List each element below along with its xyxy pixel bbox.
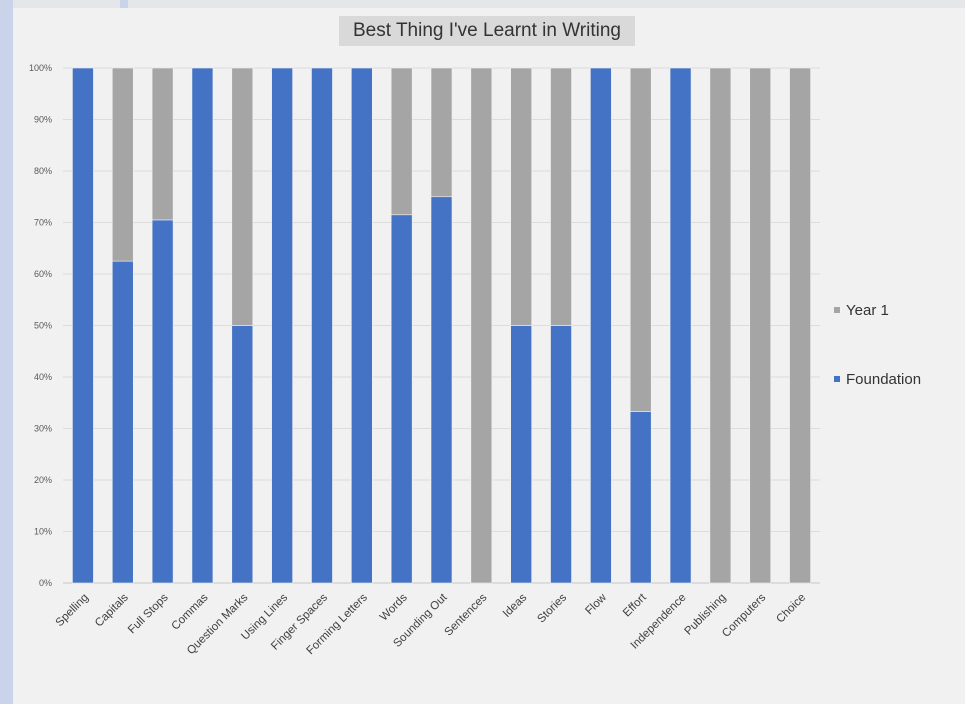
bar-segment-foundation [390,214,413,584]
y-tick-label: 0% [39,578,52,588]
window-top-edge [13,0,965,8]
bar-segment-foundation [231,325,254,584]
legend-label-year-1: Year 1 [846,301,889,319]
legend-item-foundation[interactable]: Foundation [834,369,921,389]
bar-segment-year-1 [510,67,532,326]
legend-swatch-year-1 [834,307,840,313]
bar-segment-foundation [311,67,333,584]
bar-segment-year-1 [749,67,772,584]
bar-segment-foundation [629,411,652,584]
bar-segment-year-1 [550,67,572,326]
y-tick-label: 20% [34,475,52,485]
y-tick-label: 70% [34,218,52,228]
x-tick-label: Capitals [93,591,131,629]
x-tick-label: Sentences [443,591,490,638]
bar-segment-year-1 [470,67,493,584]
x-tick-label: Effort [621,591,649,619]
bar-segment-year-1 [789,67,811,584]
y-tick-label: 90% [34,115,52,125]
bar-segment-foundation [111,260,134,584]
x-tick-label: Commas [170,591,211,632]
x-tick-label: Stories [535,591,569,625]
bar-segment-foundation [271,67,293,584]
bar-segment-foundation [72,67,94,584]
bar-segment-year-1 [430,67,453,198]
legend-item-year-1[interactable]: Year 1 [834,300,889,320]
y-tick-label: 100% [29,63,52,73]
x-tick-label: Spelling [54,592,91,629]
bar-segment-foundation [510,325,532,584]
bar-segment-foundation [151,219,174,584]
bar-segment-foundation [351,67,373,584]
bar-segment-year-1 [709,67,732,584]
bar-segment-foundation [590,67,612,584]
x-tick-label: Computers [720,591,768,639]
x-tick-label: Ideas [501,591,530,620]
x-tick-label: Words [378,591,410,623]
y-tick-label: 30% [34,424,52,434]
window-top-tab [120,0,128,8]
bar-segment-year-1 [629,67,652,412]
bar-segment-foundation [550,325,572,584]
y-tick-label: 40% [34,372,52,382]
bar-segment-foundation [669,67,692,584]
legend-swatch-foundation [834,376,840,382]
y-tick-label: 80% [34,166,52,176]
y-tick-label: 10% [34,527,52,537]
bar-segment-year-1 [111,67,134,262]
chart-title[interactable]: Best Thing I've Learnt in Writing [339,16,635,46]
x-tick-label: Choice [774,592,808,626]
bar-segment-foundation [430,196,453,584]
x-tick-label: Flow [583,591,609,617]
bar-segment-year-1 [231,67,254,326]
bar-segment-foundation [191,67,214,584]
bar-segment-year-1 [390,67,413,216]
x-tick-label: Full Stops [126,591,171,636]
y-tick-label: 50% [34,321,52,331]
bar-segment-year-1 [151,67,174,221]
y-tick-label: 60% [34,269,52,279]
legend-label-foundation: Foundation [846,370,922,388]
